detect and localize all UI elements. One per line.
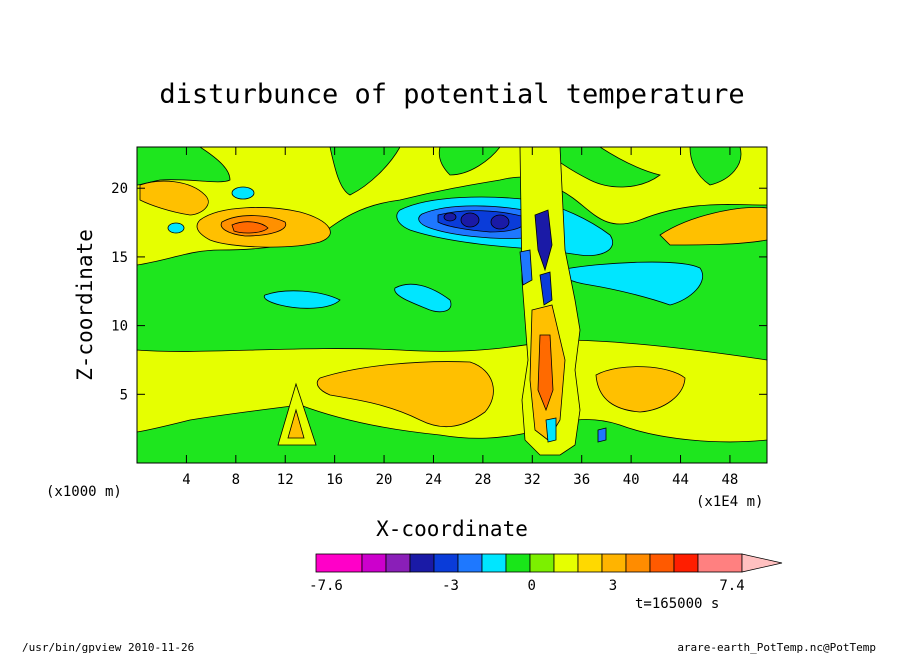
y-unit-label: (x1000 m) [46,484,122,500]
colorbar-swatch [553,553,579,573]
colorbar-tick-label: 0 [527,578,535,594]
colorbar [315,553,783,573]
x-tick-label: 12 [277,472,294,488]
x-tick-label: 48 [722,472,739,488]
y-tick-label: 15 [111,250,128,266]
chart-title: disturbunce of potential temperature [159,79,744,110]
plot-frame [136,146,768,464]
colorbar-swatch [625,553,651,573]
x-axis: 4 8 12 16 20 24 28 32 36 40 44 48 [182,147,738,488]
x-tick-label: 16 [326,472,343,488]
colorbar-swatch [601,553,627,573]
colorbar-swatch [577,553,603,573]
colorbar-swatch [697,553,743,573]
colorbar-swatch [505,553,531,573]
y-axis: 5 10 15 20 [111,181,767,403]
x-unit-label: (x1E4 m) [696,494,763,510]
x-tick-label: 8 [232,472,240,488]
x-tick-label: 32 [524,472,541,488]
y-tick-label: 10 [111,319,128,335]
colorbar-ticks: -7.6 -3 0 3 7.4 [309,578,745,594]
colorbar-tick-label: -3 [442,578,459,594]
y-tick-label: 5 [120,387,128,403]
colorbar-tick-label: -7.6 [309,578,343,594]
colorbar-swatch [457,553,483,573]
y-tick-label: 20 [111,181,128,197]
colorbar-swatch [649,553,675,573]
x-tick-label: 20 [376,472,393,488]
contour-field [137,147,767,463]
colorbar-tick-label: 3 [609,578,617,594]
colorbar-swatch [481,553,507,573]
x-tick-label: 24 [425,472,442,488]
colorbar-swatch [529,553,555,573]
colorbar-arrow [741,553,783,573]
x-axis-label: X-coordinate [376,517,528,541]
x-tick-label: 28 [474,472,491,488]
colorbar-swatch [409,553,435,573]
x-tick-label: 44 [672,472,689,488]
footer-left: /usr/bin/gpview 2010-11-26 [22,641,194,654]
y-axis-label: Z-coordinate [73,229,97,381]
colorbar-swatch [361,553,387,573]
colorbar-swatch [315,553,363,573]
x-tick-label: 36 [573,472,590,488]
colorbar-swatch [673,553,699,573]
colorbar-tick-label: 7.4 [719,578,744,594]
colorbar-swatch [385,553,411,573]
colorbar-swatch [433,553,459,573]
x-tick-label: 40 [623,472,640,488]
time-annotation: t=165000 s [635,596,719,612]
x-tick-label: 4 [182,472,190,488]
footer-right: arare-earth_PotTemp.nc@PotTemp [677,641,876,654]
